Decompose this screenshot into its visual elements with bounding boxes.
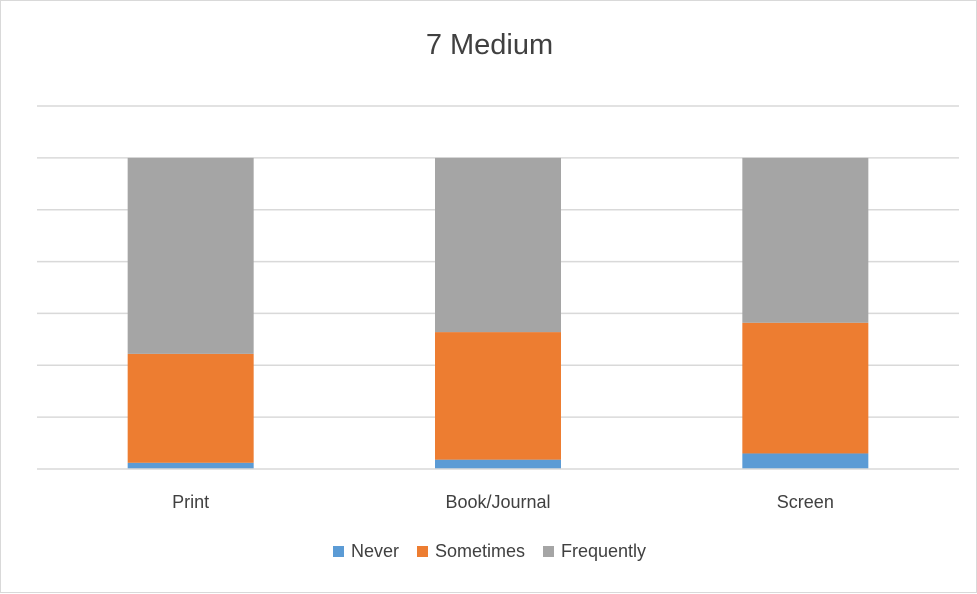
- bar-never-screen: [742, 453, 868, 469]
- legend-item-never: Never: [333, 541, 399, 562]
- bar-frequently-screen: [742, 158, 868, 323]
- bar-sometimes-book-journal: [435, 332, 561, 460]
- bar-sometimes-print: [128, 354, 254, 463]
- x-tick-label: Print: [172, 492, 209, 512]
- legend-label: Never: [351, 541, 399, 562]
- legend-label: Frequently: [561, 541, 646, 562]
- bar-sometimes-screen: [742, 323, 868, 454]
- bar-never-print: [128, 463, 254, 469]
- legend-swatch: [417, 546, 428, 557]
- x-tick-label: Book/Journal: [445, 492, 550, 512]
- legend-swatch: [333, 546, 344, 557]
- x-tick-label: Screen: [777, 492, 834, 512]
- bar-frequently-print: [128, 158, 254, 354]
- legend: Never Sometimes Frequently: [1, 541, 977, 562]
- legend-label: Sometimes: [435, 541, 525, 562]
- legend-swatch: [543, 546, 554, 557]
- legend-item-sometimes: Sometimes: [417, 541, 525, 562]
- bar-frequently-book-journal: [435, 158, 561, 332]
- bar-never-book-journal: [435, 460, 561, 469]
- legend-item-frequently: Frequently: [543, 541, 646, 562]
